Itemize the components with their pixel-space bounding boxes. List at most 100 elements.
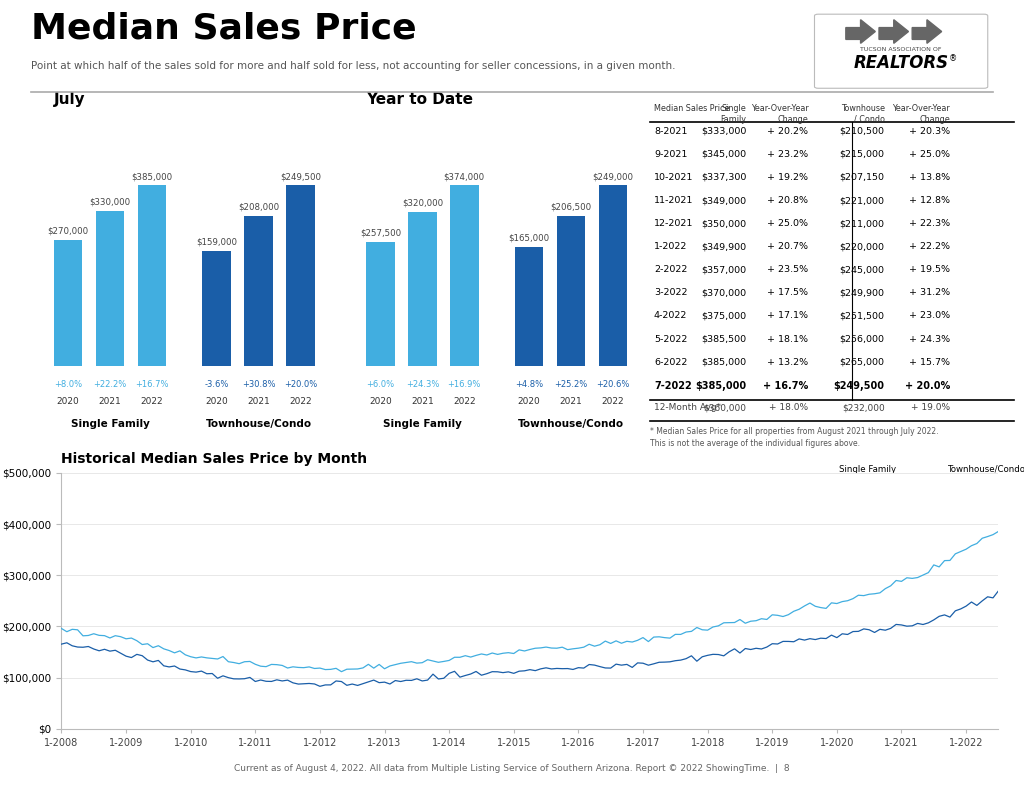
Text: $265,000: $265,000 <box>840 358 885 366</box>
Text: + 19.2%: + 19.2% <box>767 173 808 182</box>
Text: $159,000: $159,000 <box>197 238 238 247</box>
Text: 2022: 2022 <box>140 397 163 406</box>
Text: $207,150: $207,150 <box>840 173 885 182</box>
Text: + 31.2%: + 31.2% <box>909 288 950 297</box>
Text: 2020: 2020 <box>56 397 80 406</box>
Text: Year-Over-Year
Change: Year-Over-Year Change <box>892 104 950 124</box>
Text: Point at which half of the sales sold for more and half sold for less, not accou: Point at which half of the sales sold fo… <box>31 61 675 71</box>
Text: + 18.0%: + 18.0% <box>769 403 808 412</box>
Text: ®: ® <box>948 54 956 64</box>
Text: Single Family: Single Family <box>840 465 896 474</box>
Text: +22.2%: +22.2% <box>93 380 127 388</box>
Text: -3.6%: -3.6% <box>205 380 228 388</box>
Text: Single
Family: Single Family <box>721 104 746 124</box>
Text: + 20.2%: + 20.2% <box>767 127 808 136</box>
Text: +16.9%: +16.9% <box>447 380 481 388</box>
Text: 2-2022: 2-2022 <box>654 266 687 274</box>
Bar <box>96 211 124 366</box>
Text: $249,000: $249,000 <box>592 172 633 181</box>
Text: 2021: 2021 <box>411 397 434 406</box>
Text: Year to Date: Year to Date <box>366 92 473 107</box>
Text: $349,900: $349,900 <box>701 242 746 251</box>
Text: + 23.5%: + 23.5% <box>767 266 808 274</box>
Text: Median Sales Price: Median Sales Price <box>654 104 729 113</box>
Bar <box>557 217 585 366</box>
Text: Townhouse/Condo: Townhouse/Condo <box>948 465 1024 474</box>
Text: $211,000: $211,000 <box>840 219 885 229</box>
Text: Townhouse/Condo: Townhouse/Condo <box>206 419 311 429</box>
Text: Year-Over-Year
Change: Year-Over-Year Change <box>751 104 808 124</box>
Text: * Median Sales Price for all properties from August 2021 through July 2022.
This: * Median Sales Price for all properties … <box>650 427 939 448</box>
Text: +20.6%: +20.6% <box>596 380 630 388</box>
Text: $256,000: $256,000 <box>840 335 885 344</box>
Bar <box>409 212 436 366</box>
Bar <box>287 185 314 366</box>
Text: + 25.0%: + 25.0% <box>767 219 808 229</box>
Text: Townhouse/Condo: Townhouse/Condo <box>518 419 624 429</box>
Text: + 24.3%: + 24.3% <box>909 335 950 344</box>
Text: $215,000: $215,000 <box>840 150 885 159</box>
Text: 8-2021: 8-2021 <box>654 127 687 136</box>
Text: + 12.8%: + 12.8% <box>909 196 950 205</box>
Text: + 17.5%: + 17.5% <box>767 288 808 297</box>
Text: + 20.0%: + 20.0% <box>905 381 950 391</box>
Text: + 16.7%: + 16.7% <box>763 381 808 391</box>
Text: $330,000: $330,000 <box>89 198 131 207</box>
Text: $370,000: $370,000 <box>701 288 746 297</box>
Text: Single Family: Single Family <box>71 419 150 429</box>
Text: 5-2022: 5-2022 <box>654 335 687 344</box>
Text: $251,500: $251,500 <box>840 311 885 321</box>
Bar <box>515 247 544 366</box>
Polygon shape <box>912 20 942 43</box>
Text: $385,000: $385,000 <box>131 172 172 181</box>
Text: $385,500: $385,500 <box>701 335 746 344</box>
Text: 7-2022: 7-2022 <box>654 381 691 391</box>
Text: 2021: 2021 <box>98 397 122 406</box>
Text: $232,000: $232,000 <box>842 403 885 412</box>
Text: +20.0%: +20.0% <box>284 380 317 388</box>
Text: + 22.3%: + 22.3% <box>909 219 950 229</box>
Text: $374,000: $374,000 <box>443 172 484 181</box>
Text: + 20.8%: + 20.8% <box>767 196 808 205</box>
Text: $208,000: $208,000 <box>238 203 280 211</box>
Text: + 15.7%: + 15.7% <box>909 358 950 366</box>
Text: REALTORS: REALTORS <box>854 54 948 72</box>
Text: 12-Month Avg*: 12-Month Avg* <box>654 403 721 412</box>
Polygon shape <box>846 20 876 43</box>
Text: 6-2022: 6-2022 <box>654 358 687 366</box>
Text: $350,000: $350,000 <box>701 219 746 229</box>
Text: $220,000: $220,000 <box>840 242 885 251</box>
Text: $165,000: $165,000 <box>509 233 550 242</box>
Bar <box>54 240 82 366</box>
Text: $337,300: $337,300 <box>701 173 746 182</box>
Text: + 23.2%: + 23.2% <box>767 150 808 159</box>
Bar <box>203 251 231 366</box>
Text: $385,000: $385,000 <box>695 381 746 391</box>
Text: $249,500: $249,500 <box>834 381 885 391</box>
Text: 2022: 2022 <box>289 397 311 406</box>
Text: +4.8%: +4.8% <box>515 380 543 388</box>
Text: $345,000: $345,000 <box>701 150 746 159</box>
Text: 2021: 2021 <box>559 397 583 406</box>
Text: 2021: 2021 <box>247 397 270 406</box>
Text: $210,500: $210,500 <box>840 127 885 136</box>
Polygon shape <box>879 20 908 43</box>
Text: + 19.5%: + 19.5% <box>909 266 950 274</box>
Text: +6.0%: +6.0% <box>367 380 394 388</box>
Text: $385,000: $385,000 <box>701 358 746 366</box>
Text: 4-2022: 4-2022 <box>654 311 687 321</box>
Text: 2020: 2020 <box>517 397 541 406</box>
Text: 2020: 2020 <box>205 397 228 406</box>
Text: + 23.0%: + 23.0% <box>909 311 950 321</box>
Text: $249,900: $249,900 <box>840 288 885 297</box>
Text: 3-2022: 3-2022 <box>654 288 687 297</box>
Text: $221,000: $221,000 <box>840 196 885 205</box>
Text: $357,000: $357,000 <box>701 266 746 274</box>
Text: +8.0%: +8.0% <box>54 380 82 388</box>
Text: 2022: 2022 <box>601 397 624 406</box>
Text: + 13.8%: + 13.8% <box>909 173 950 182</box>
Text: + 13.2%: + 13.2% <box>767 358 808 366</box>
Text: + 20.7%: + 20.7% <box>767 242 808 251</box>
Text: +25.2%: +25.2% <box>554 380 588 388</box>
Text: July: July <box>53 92 85 107</box>
